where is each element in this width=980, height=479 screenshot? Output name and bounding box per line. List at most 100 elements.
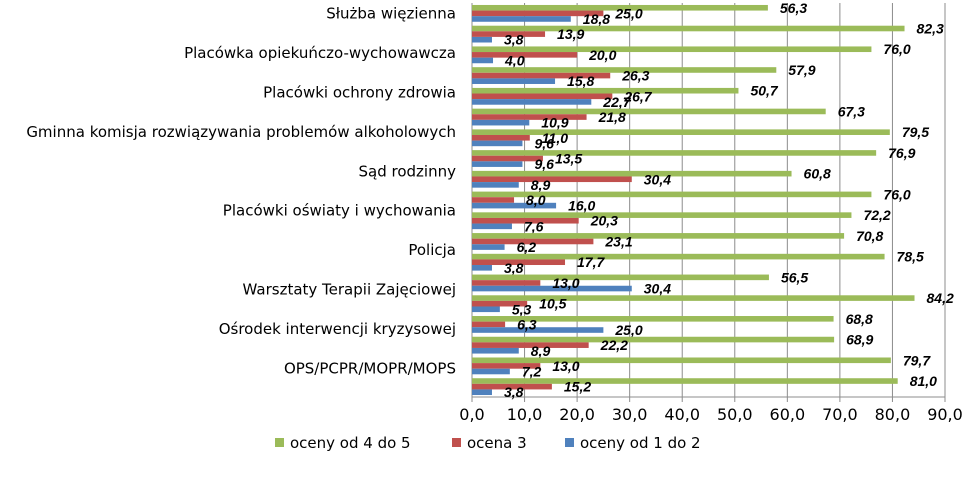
x-tick-label: 80,0 <box>875 405 911 424</box>
bar-2 <box>472 306 500 313</box>
bar-0 <box>472 336 835 343</box>
data-label: 26,3 <box>621 68 649 84</box>
data-label: 4,0 <box>504 52 525 68</box>
legend-swatch <box>452 438 461 447</box>
bar-2 <box>472 99 592 105</box>
data-label: 10,5 <box>539 296 566 312</box>
data-label: 3,8 <box>504 384 524 400</box>
bar-1 <box>472 52 578 58</box>
bar-2 <box>472 368 510 375</box>
bar-2 <box>472 202 557 209</box>
bar-0 <box>472 108 826 115</box>
data-label: 15,2 <box>564 379 591 395</box>
data-label: 79,5 <box>902 124 929 140</box>
legend-swatch <box>565 438 574 447</box>
data-label: 67,3 <box>838 103 865 119</box>
data-label: 7,6 <box>524 218 544 234</box>
data-label: 50,7 <box>750 83 778 99</box>
bar-2 <box>472 161 523 167</box>
data-label: 22,2 <box>600 337 628 353</box>
data-label: 18,8 <box>583 11 610 27</box>
category-label: OPS/PCPR/MOPR/MOPS <box>284 359 456 377</box>
bar-1 <box>472 155 543 162</box>
data-label: 72,2 <box>863 207 890 223</box>
data-label: 25,0 <box>614 322 642 338</box>
bar-1 <box>472 300 528 307</box>
data-label: 16,0 <box>568 198 595 214</box>
bar-1 <box>472 176 632 183</box>
data-label: 3,8 <box>504 260 524 276</box>
bar-0 <box>472 191 872 198</box>
data-label: 23,1 <box>604 233 632 249</box>
bar-2 <box>472 119 530 126</box>
bar-0 <box>472 295 915 301</box>
bar-2 <box>472 182 519 188</box>
data-label: 76,0 <box>883 41 910 57</box>
data-label: 81,0 <box>910 373 937 389</box>
bar-1 <box>472 10 604 17</box>
category-label: Placówki ochrony zdrowia <box>263 84 456 102</box>
x-tick-label: 20,0 <box>559 405 595 424</box>
bar-2 <box>472 57 494 64</box>
legend-label: oceny od 1 do 2 <box>580 434 701 452</box>
data-label: 7,2 <box>522 363 542 379</box>
bar-2 <box>472 389 492 396</box>
data-label: 13,9 <box>557 26 584 42</box>
bar-0 <box>472 67 777 73</box>
bar-1 <box>472 259 566 266</box>
bar-0 <box>472 25 905 32</box>
data-label: 60,8 <box>804 166 831 182</box>
data-label: 9,6 <box>534 135 554 151</box>
data-label: 3,8 <box>504 32 524 48</box>
data-label: 20,0 <box>588 47 616 63</box>
bar-0 <box>472 170 792 177</box>
data-label: 25,0 <box>614 5 642 21</box>
data-label: 56,5 <box>781 269 808 285</box>
bar-2 <box>472 285 632 292</box>
data-label: 70,8 <box>856 228 883 244</box>
data-label: 6,2 <box>517 239 537 255</box>
data-label: 8,0 <box>526 192 546 208</box>
bar-1 <box>472 363 541 369</box>
bar-2 <box>472 244 505 250</box>
bar-2 <box>472 140 523 147</box>
data-label: 13,0 <box>552 275 579 291</box>
bar-0 <box>472 274 769 281</box>
category-label: Służba więzienna <box>326 5 456 23</box>
bar-0 <box>472 46 872 53</box>
x-tick-label: 30,0 <box>612 405 648 424</box>
bar-1 <box>472 31 546 37</box>
data-label: 84,2 <box>927 290 954 306</box>
category-label: Placówki oświaty i wychowania <box>223 202 456 220</box>
category-label: Ośrodek interwencji kryzysowej <box>219 320 456 338</box>
data-label: 5,3 <box>512 301 532 317</box>
bar-0 <box>472 378 898 384</box>
bar-1 <box>472 114 587 120</box>
data-label: 6,3 <box>517 316 537 332</box>
legend-swatch <box>275 438 284 447</box>
x-tick-label: 90,0 <box>927 405 963 424</box>
data-label: 22,7 <box>602 94 631 110</box>
bar-1 <box>472 72 611 79</box>
legend-label: oceny od 4 do 5 <box>290 434 411 452</box>
data-label: 57,9 <box>788 62 815 78</box>
bar-0 <box>472 233 845 239</box>
category-label: Sąd rodzinny <box>359 162 457 180</box>
data-label: 10,9 <box>541 115 568 131</box>
x-tick-label: 60,0 <box>770 405 806 424</box>
bar-0 <box>472 212 852 218</box>
data-label: 30,4 <box>644 171 671 187</box>
category-label: Placówka opiekuńczo-wychowawcza <box>184 44 456 62</box>
bar-1 <box>472 342 589 348</box>
bar-1 <box>472 93 613 100</box>
category-label: Warsztaty Terapii Zajęciowej <box>243 281 456 299</box>
data-label: 76,0 <box>883 186 910 202</box>
data-label: 13,5 <box>555 151 582 167</box>
bar-2 <box>472 223 512 230</box>
data-label: 20,3 <box>590 213 618 229</box>
bar-1 <box>472 217 579 224</box>
x-tick-label: 10,0 <box>507 405 543 424</box>
data-label: 68,9 <box>846 332 873 348</box>
